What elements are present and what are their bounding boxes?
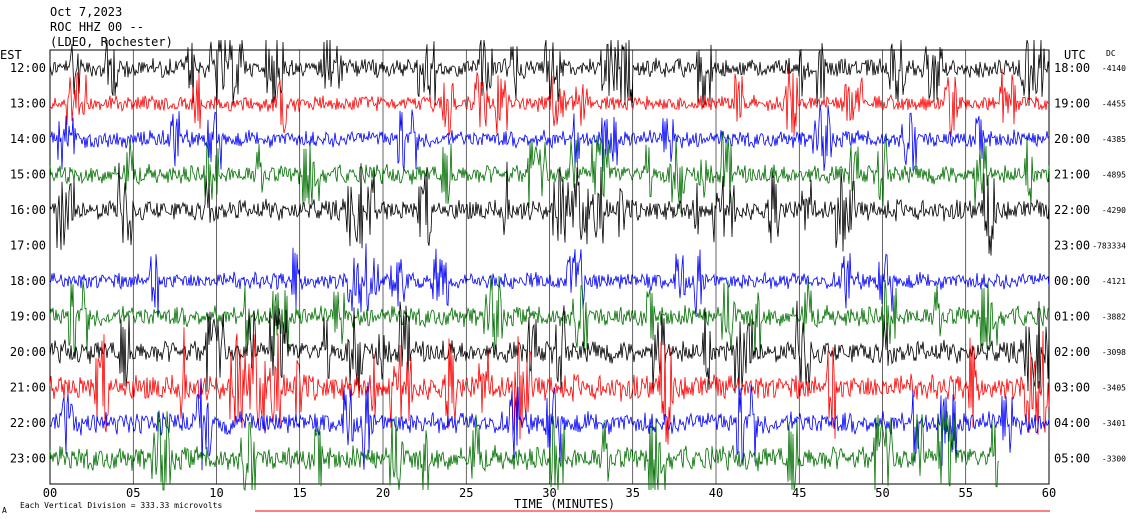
utc-hour-label: 03:00 [1054,381,1090,395]
dc-offset-label: -3882 [1102,313,1126,322]
dc-offset-label: -4121 [1102,277,1126,286]
dc-offset-label: -3405 [1102,384,1126,393]
seismic-trace [49,275,1050,358]
dc-offset-label: -3401 [1102,419,1126,428]
dc-offset-label: -4290 [1102,206,1126,215]
x-tick-label: 60 [1042,486,1056,500]
seismic-trace [49,408,1000,492]
utc-hour-label: 18:00 [1054,61,1090,75]
x-tick-label: 15 [293,486,307,500]
left-axis-title: EST [0,48,22,62]
x-tick-label: 55 [959,486,973,500]
seismic-trace [49,327,1050,445]
utc-hour-label: 00:00 [1054,274,1090,288]
dc-offset-label: -783334 [1092,242,1126,251]
x-tick-label: 00 [43,486,57,500]
utc-hour-label: 02:00 [1054,345,1090,359]
utc-labels: 18:00 19:00 20:00 21:00 22:00 23:00 00:00 01:00… [1054,61,1090,466]
est-hour-label: 23:00 [10,452,46,466]
dc-offset-label: -4140 [1102,64,1126,73]
x-tick-label: 20 [376,486,390,500]
dc-offset-label: -3300 [1102,455,1126,464]
dc-offset-label: -4385 [1102,135,1126,144]
est-hour-label: 18:00 [10,274,46,288]
dc-title: DC [1106,49,1116,58]
est-hour-label: 17:00 [10,239,46,253]
x-tick-label: 25 [459,486,473,500]
seismic-trace [49,243,1050,317]
x-tick-label: 10 [209,486,223,500]
x-tick-labels: 00 05 10 15 20 25 30 35 40 45 50 55 60 [43,486,1056,500]
est-hour-label: 14:00 [10,132,46,146]
dc-offset-label: -4895 [1102,171,1126,180]
dc-offset-label: -4455 [1102,100,1126,109]
seismic-trace [49,131,1050,214]
dc-offset-label: -3098 [1102,348,1126,357]
utc-hour-label: 21:00 [1054,168,1090,182]
est-hour-label: 12:00 [10,61,46,75]
utc-hour-label: 23:00 [1054,239,1090,253]
seismic-trace [49,104,1050,172]
minute-gridlines [49,50,1050,484]
header-network: (LDEO, Rochester) [50,35,173,49]
seismic-trace [49,300,1050,398]
est-hour-label: 15:00 [10,168,46,182]
est-hour-label: 20:00 [10,345,46,359]
est-labels: 12:00 13:00 14:00 15:00 16:00 17:00 18:00 19:00… [10,61,46,466]
x-tick-label: 35 [626,486,640,500]
x-tick-label: 40 [709,486,723,500]
trace-layer [49,39,1050,492]
x-tick-label: 45 [792,486,806,500]
est-hour-label: 21:00 [10,381,46,395]
est-hour-label: 22:00 [10,416,46,430]
dc-labels: -4140 -4455 -4385 -4895 -4290 -783334 -4121 -38… [1092,64,1126,464]
utc-hour-label: 01:00 [1054,310,1090,324]
utc-hour-label: 05:00 [1054,452,1090,466]
header-date: Oct 7,2023 [50,5,122,19]
x-tick-label: 50 [875,486,889,500]
seismic-trace [49,39,1050,108]
seismic-trace [49,161,1050,256]
division-note: Each Vertical Division = 333.33 microvol… [20,501,222,510]
est-hour-label: 16:00 [10,203,46,217]
header-station: ROC HHZ 00 -- [50,20,144,34]
seismic-trace [49,378,1050,471]
x-axis-label: TIME (MINUTES) [514,497,615,511]
x-tick-label: 30 [542,486,556,500]
seismic-trace [49,67,1050,138]
utc-hour-label: 19:00 [1054,97,1090,111]
utc-hour-label: 04:00 [1054,416,1090,430]
corner-mark: A [2,506,7,515]
x-tick-label: 05 [126,486,140,500]
right-axis-title: UTC [1064,48,1086,62]
est-hour-label: 19:00 [10,310,46,324]
utc-hour-label: 22:00 [1054,203,1090,217]
est-hour-label: 13:00 [10,97,46,111]
utc-hour-label: 20:00 [1054,132,1090,146]
